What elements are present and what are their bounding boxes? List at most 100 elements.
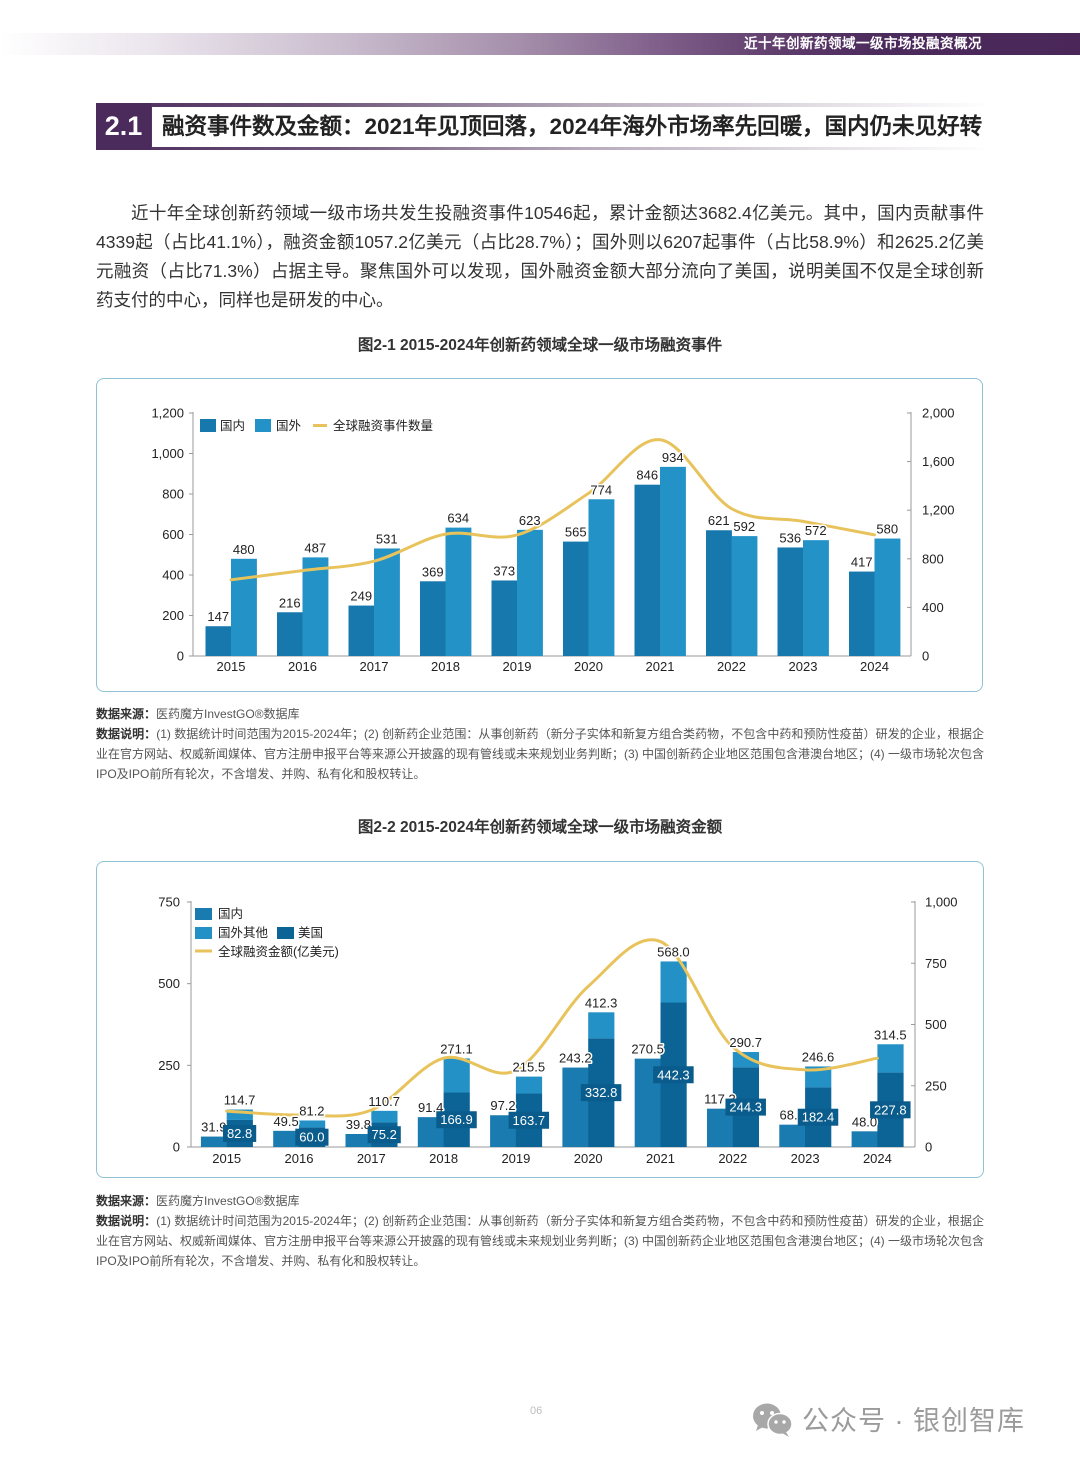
bar-foreign bbox=[373, 547, 400, 656]
bar-segment-foreign-other bbox=[660, 960, 687, 1003]
page-number: 06 bbox=[530, 1405, 543, 1417]
bar-value-label: 846 bbox=[636, 467, 658, 482]
usa-value-label: 244.3 bbox=[729, 1099, 762, 1114]
usa-value-label: 227.8 bbox=[874, 1102, 907, 1117]
bar-value-label: 934 bbox=[661, 449, 683, 464]
x-axis-category-label: 2022 bbox=[718, 1151, 747, 1166]
legend-swatch bbox=[199, 418, 216, 432]
bar-segment-foreign-other bbox=[515, 1076, 542, 1094]
stack-total-label: 290.7 bbox=[729, 1035, 762, 1050]
global-total-line bbox=[229, 437, 876, 581]
bar-foreign bbox=[516, 529, 543, 656]
x-axis-category-label: 2022 bbox=[717, 659, 746, 674]
stack-total-label: 412.3 bbox=[584, 995, 617, 1010]
x-axis-category-label: 2020 bbox=[573, 1151, 602, 1166]
x-axis-category-label: 2024 bbox=[862, 1151, 891, 1166]
stack-total-label: 568.0 bbox=[657, 944, 690, 959]
x-axis-category-label: 2023 bbox=[788, 659, 817, 674]
bar-segment-foreign-other bbox=[732, 1051, 759, 1067]
usa-label-box bbox=[508, 1111, 549, 1129]
chart-frame-amount: 0 250 500 750 0 250 500 750 1,000 2015 2016 2017 201… bbox=[96, 861, 984, 1178]
bar-segment-foreign-other bbox=[298, 1119, 325, 1127]
left-axis-tick-label: 250 bbox=[158, 1057, 180, 1072]
bar-domestic bbox=[272, 1130, 299, 1147]
bar-value-label: 580 bbox=[876, 521, 898, 536]
global-total-line bbox=[224, 937, 879, 1118]
legend-item: 国内 bbox=[194, 907, 243, 921]
x-axis-category-label: 2021 bbox=[646, 1151, 675, 1166]
usa-value-label: 82.8 bbox=[226, 1125, 251, 1140]
figure-caption-amount: 图2-2 2015-2024年创新药领域全球一级市场融资金额 bbox=[357, 819, 723, 836]
left-axis-tick-label: 800 bbox=[162, 486, 184, 501]
legend-item: 全球融资事件数量 bbox=[312, 418, 433, 433]
left-axis-tick-label: 1,200 bbox=[151, 405, 184, 420]
bar-domestic bbox=[348, 605, 374, 656]
legend-swatch bbox=[194, 907, 212, 920]
bar-foreign bbox=[445, 527, 471, 656]
right-axis-tick-label: 500 bbox=[925, 1017, 947, 1032]
usa-label-box bbox=[222, 1124, 256, 1142]
bar-value-label: 49.5 bbox=[273, 1113, 298, 1128]
stack-total-label: 114.7 bbox=[223, 1092, 255, 1107]
bar-value-label: 249 bbox=[350, 588, 372, 603]
legend-item: 美国 bbox=[276, 926, 323, 940]
legend-label: 国外其他 bbox=[218, 926, 269, 940]
bar-value-label: 634 bbox=[447, 510, 469, 525]
x-axis-category-label: 2017 bbox=[359, 659, 388, 674]
data-source-text: 医药魔方InvestGO®数据库 bbox=[156, 707, 300, 721]
body-paragraph: 近十年全球创新药领域一级市场共发生投融资事件10546起，累计金额达3682.4… bbox=[96, 203, 984, 310]
right-axis-tick-label: 250 bbox=[925, 1078, 947, 1093]
right-axis-tick-label: 1,000 bbox=[925, 894, 958, 909]
right-axis-tick-label: 1,200 bbox=[922, 502, 955, 517]
bar-domestic bbox=[562, 541, 589, 656]
legend-item: 国外其他 bbox=[194, 926, 269, 940]
usa-label-box bbox=[652, 1065, 694, 1083]
x-axis-category-label: 2024 bbox=[860, 659, 889, 674]
running-header-band: 近十年创新药领域一级市场投融资概况 bbox=[0, 33, 1080, 55]
usa-label-box bbox=[869, 1100, 911, 1118]
usa-value-label: 442.3 bbox=[657, 1067, 690, 1082]
bar-domestic bbox=[419, 580, 446, 656]
right-axis-tick-label: 750 bbox=[925, 955, 947, 970]
bar-value-label: 97.2 bbox=[490, 1098, 515, 1113]
bar-value-label: 774 bbox=[590, 482, 612, 497]
section-heading: 2.1 融资事件数及金额：2021年见顶回落，2024年海外市场率先回暖，国内仍… bbox=[96, 103, 990, 150]
bar-domestic bbox=[634, 484, 660, 656]
x-axis-category-label: 2016 bbox=[284, 1151, 313, 1166]
usa-value-label: 182.4 bbox=[801, 1109, 834, 1124]
legend-swatch bbox=[276, 926, 294, 939]
figure-caption-events: 图2-1 2015-2024年创新药领域全球一级市场融资事件 bbox=[357, 337, 723, 354]
bar-value-label: 39.8 bbox=[345, 1116, 370, 1131]
legend-label: 国内 bbox=[218, 907, 243, 921]
bar-domestic bbox=[778, 1124, 805, 1147]
legend-label: 美国 bbox=[298, 926, 323, 940]
bar-domestic bbox=[200, 1136, 227, 1147]
legend-label: 全球融资金额(亿美元) bbox=[218, 944, 339, 959]
chart-frame-events: 0 200 400 600 800 1,000 1,200 0 400 800 1,200 1,600… bbox=[96, 378, 983, 692]
bar-domestic bbox=[777, 546, 803, 656]
left-axis-tick-label: 750 bbox=[158, 894, 180, 909]
bar-value-label: 565 bbox=[564, 524, 586, 539]
bar-segment-foreign-other bbox=[804, 1065, 831, 1087]
x-axis-category-label: 2019 bbox=[501, 1151, 530, 1166]
usa-label-box bbox=[294, 1128, 328, 1146]
figure-notes-amount: 数据来源：医药魔方InvestGO®数据库 数据说明：(1) 数据统计时间范围为… bbox=[96, 1191, 984, 1271]
bar-foreign bbox=[659, 466, 686, 656]
x-axis-category-label: 2019 bbox=[502, 659, 531, 674]
data-source-line: 数据来源：医药魔方InvestGO®数据库 bbox=[96, 1191, 984, 1211]
right-axis-tick-label: 0 bbox=[925, 1139, 932, 1154]
bar-segment-foreign-other bbox=[370, 1110, 397, 1122]
chart-amount: 0 250 500 750 0 250 500 750 1,000 2015 2016 2017 201… bbox=[158, 894, 958, 1166]
data-notes-line: 数据说明：(1) 数据统计时间范围为2015-2024年；(2) 创新药企业范围… bbox=[96, 1211, 984, 1271]
x-axis-category-label: 2015 bbox=[212, 1151, 241, 1166]
bar-segment-foreign-other bbox=[443, 1057, 470, 1092]
data-notes-line: 数据说明：(1) 数据统计时间范围为2015-2024年；(2) 创新药企业范围… bbox=[96, 724, 984, 784]
usa-value-label: 332.8 bbox=[584, 1085, 617, 1100]
section-title-box: 融资事件数及金额：2021年见顶回落，2024年海外市场率先回暖，国内仍未见好转 bbox=[152, 107, 990, 147]
usa-label-box bbox=[724, 1098, 766, 1116]
bar-domestic bbox=[205, 625, 231, 656]
bar-value-label: 592 bbox=[733, 519, 755, 534]
running-header-title: 近十年创新药领域一级市场投融资概况 bbox=[744, 36, 982, 51]
x-axis-category-label: 2018 bbox=[429, 1151, 458, 1166]
